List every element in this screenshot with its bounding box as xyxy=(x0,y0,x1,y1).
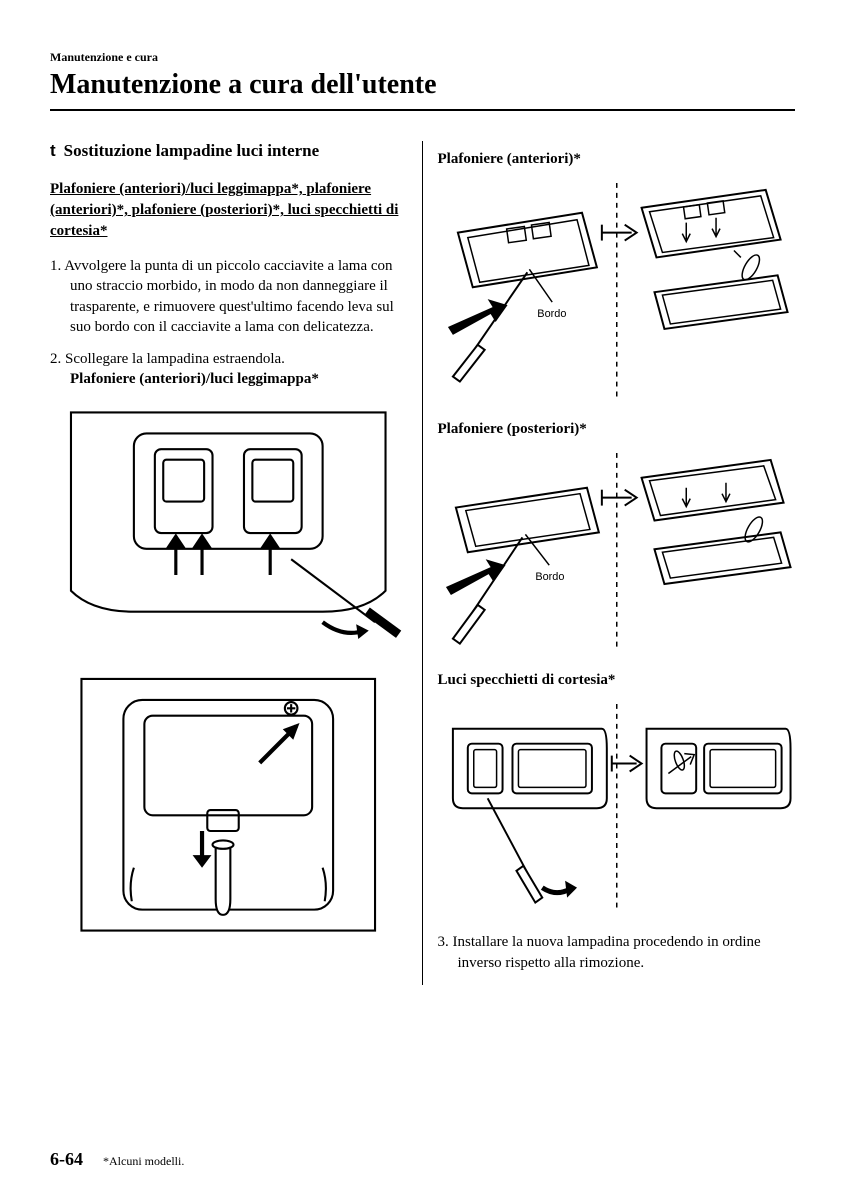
step-bold-caption: Plafoniere (anteriori)/luci leggimappa* xyxy=(70,369,407,389)
luci-specchietti-svg xyxy=(438,699,796,917)
step-3: 3. Installare la nuova lampadina procede… xyxy=(438,932,796,973)
plafoniere-anteriori-svg: Bordo xyxy=(438,178,796,406)
diagram-bulb-removal xyxy=(50,658,407,952)
left-column: t Sostituzione lampadine luci interne Pla… xyxy=(50,141,423,985)
label-bordo: Bordo xyxy=(537,308,566,320)
section-heading: t Sostituzione lampadine luci interne xyxy=(50,141,407,161)
step-text: Avvolgere la punta di un piccolo cacciav… xyxy=(64,258,394,335)
console-lights-svg xyxy=(50,402,407,643)
breadcrumb: Manutenzione e cura xyxy=(50,50,795,65)
step-number: 1. xyxy=(50,258,61,274)
footnote: *Alcuni modelli. xyxy=(103,1154,184,1169)
step-1: 1. Avvolgere la punta di un piccolo cacc… xyxy=(50,256,407,337)
sub-heading: Plafoniere (anteriori)/luci leggimappa*,… xyxy=(50,179,407,242)
section-title-text: Sostituzione lampadine luci interne xyxy=(64,141,319,160)
caption-plafoniere-posteriori: Plafoniere (posteriori)* xyxy=(438,421,796,438)
step-number: 3. xyxy=(438,934,449,950)
label-bordo-2: Bordo xyxy=(535,571,564,583)
step-text: Installare la nuova lampadina procedendo… xyxy=(453,934,761,970)
page-footer: 6-64 *Alcuni modelli. xyxy=(50,1149,795,1170)
diagram-console-lights xyxy=(50,402,407,643)
page-number: 6-64 xyxy=(50,1149,83,1170)
diagram-plafoniere-anteriori: Bordo xyxy=(438,178,796,406)
step-text: Scollegare la lampadina estraendola. xyxy=(65,351,285,367)
diagram-plafoniere-posteriori: Bordo xyxy=(438,448,796,657)
bulb-removal-svg xyxy=(50,658,407,952)
step-2: 2. Scollegare la lampadina estraendola. … xyxy=(50,349,407,390)
right-column: Plafoniere (anteriori)* xyxy=(423,141,796,985)
content-area: t Sostituzione lampadine luci interne Pla… xyxy=(50,141,795,985)
page-title: Manutenzione a cura dell'utente xyxy=(50,69,795,101)
caption-luci-specchietti: Luci specchietti di cortesia* xyxy=(438,672,796,689)
plafoniere-posteriori-svg: Bordo xyxy=(438,448,796,657)
section-marker: t xyxy=(50,141,56,160)
caption-plafoniere-anteriori: Plafoniere (anteriori)* xyxy=(438,151,796,168)
step-number: 2. xyxy=(50,351,61,367)
page-header: Manutenzione e cura Manutenzione a cura … xyxy=(50,50,795,111)
diagram-luci-specchietti xyxy=(438,699,796,917)
